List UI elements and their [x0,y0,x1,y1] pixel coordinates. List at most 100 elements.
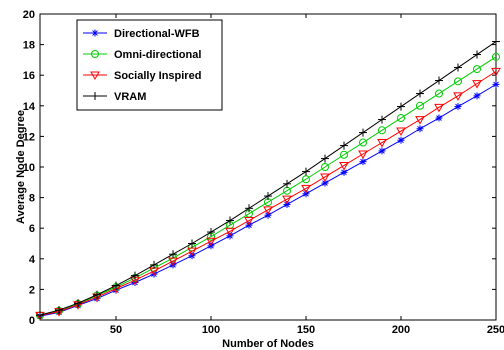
data-point [454,77,462,86]
y-tick-label: 2 [29,284,35,296]
data-point [188,239,196,248]
data-point [453,92,463,101]
data-point [187,247,197,257]
data-point [472,80,482,89]
data-point [397,102,405,111]
data-point [378,126,386,135]
data-point [302,167,310,176]
data-point [340,150,348,159]
y-tick-label: 12 [23,131,35,143]
data-point [339,161,349,171]
legend-item: Socially Inspired [83,70,201,82]
y-axis-label: Average Node Degree [15,110,27,224]
data-point [206,237,216,247]
data-point [283,179,291,188]
data-point [397,114,405,123]
data-point [321,154,329,163]
legend-marker [91,92,99,100]
data-point [264,211,272,219]
series-vram [36,37,500,320]
data-point [302,190,310,198]
data-point [282,195,292,205]
legend-label: Omni-directional [114,49,201,61]
data-point [473,50,481,59]
legend-item: Omni-directional [83,49,201,61]
y-tick-label: 18 [23,40,35,52]
data-point [454,103,462,111]
legend: Directional-WFB Omni-directional Socially … [76,19,223,111]
data-point [359,128,367,137]
y-tick-label: 20 [23,9,35,21]
data-point [415,116,425,125]
data-point [358,150,368,160]
y-tick-label: 6 [29,223,35,235]
data-point [36,311,44,320]
data-point [397,136,405,144]
data-point [416,125,424,133]
data-point [226,216,234,225]
y-tick-label: 4 [29,254,36,266]
data-point [112,281,120,290]
data-point [207,228,215,237]
legend-item: VRAM [83,91,146,103]
data-point [473,92,481,100]
data-point [434,103,444,113]
data-point [150,260,158,269]
y-tick-label: 16 [23,70,35,82]
data-point [93,290,101,299]
legend-label: Socially Inspired [114,70,201,82]
data-point [264,192,272,201]
y-tick-label: 0 [29,315,35,327]
data-point [377,139,387,148]
data-point [435,114,443,122]
x-axis: 50 100 150 200 250 [110,14,504,336]
data-point [301,184,311,194]
legend-label: VRAM [114,91,146,103]
series-layer [35,37,501,321]
data-point [416,101,424,110]
data-point [473,65,481,74]
legend-label: Directional-WFB [114,28,200,40]
y-tick-label: 10 [23,162,35,174]
data-point [416,89,424,98]
data-point [359,158,367,166]
y-tick-label: 8 [29,193,35,205]
data-point [74,299,82,308]
data-point [320,173,330,182]
data-point [378,115,386,124]
x-tick-label: 100 [202,324,220,336]
x-tick-label: 200 [392,324,410,336]
x-tick-label: 150 [297,324,315,336]
legend-box [76,19,223,111]
data-point [302,175,310,184]
data-point [131,271,139,280]
data-point [321,163,329,171]
legend-marker [90,71,100,81]
x-tick-label: 50 [110,324,122,336]
data-point [492,37,500,46]
y-axis: 0 2 4 6 8 10 12 14 16 18 20 [23,9,496,327]
legend-item: Directional-WFB [83,28,200,40]
data-point [492,52,500,61]
x-tick-label: 250 [487,324,504,336]
data-point [340,141,348,150]
data-point [283,200,291,208]
data-point [435,76,443,85]
data-point [55,306,63,315]
data-point [435,89,443,98]
data-point [491,67,501,77]
x-axis-label: Number of Nodes [222,338,314,350]
y-tick-label: 14 [23,101,36,113]
data-point [225,227,235,237]
data-point [169,250,177,259]
legend-marker [91,29,99,37]
data-point [396,127,406,137]
data-point [378,147,386,155]
data-point [263,206,273,215]
data-point [492,80,500,88]
legend-marker [91,50,99,58]
data-point [359,138,367,147]
data-point [454,63,462,72]
data-point [245,204,253,213]
